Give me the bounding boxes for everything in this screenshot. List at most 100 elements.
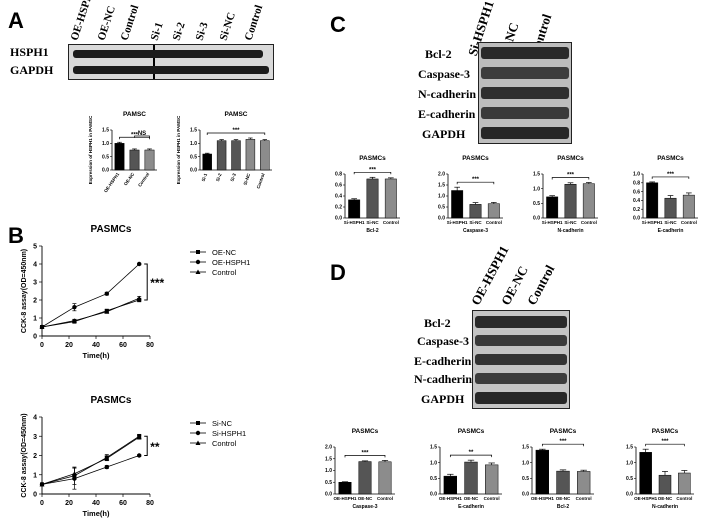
significance-label: *** (661, 439, 669, 445)
y-tick-label: 0.5 (190, 154, 197, 160)
y-tick-label: 1.5 (438, 183, 445, 189)
bar-chart-c3: PASMCs 0.0 0.5 1.0 1.5 Si-HSPH1 Si-NC Control N-… (533, 155, 598, 234)
legend-label: OE-NC (212, 248, 237, 257)
x-tick-label: 20 (65, 342, 73, 349)
x-tick-label: Si-NC (664, 220, 677, 225)
series-line (41, 436, 140, 485)
panel-label-b: B (8, 223, 24, 248)
y-tick-label: 0.8 (633, 180, 640, 186)
blot-d-row-label: Caspase-3 (417, 334, 470, 348)
series-line (41, 435, 140, 485)
data-point (71, 471, 77, 476)
x-tick-label: Control (486, 220, 502, 225)
y-tick-label: 0.5 (102, 154, 109, 160)
significance-label: *** (472, 177, 480, 183)
significance-label: NS (138, 131, 146, 137)
bar-chart-d1: PASMCs 0.0 0.5 1.0 1.5 2.0 OE-HSPH1 OE-NC Contro… (325, 428, 395, 510)
y-tick-label: 0 (33, 334, 37, 341)
x-axis-label: Time(h) (83, 351, 110, 360)
legend-label: Control (212, 439, 237, 448)
significance-label: *** (567, 173, 575, 179)
y-tick-label: 2 (33, 298, 37, 305)
bar-chart-c1: PASMCs 0.0 0.2 0.4 0.6 0.8 Si-HSPH1 Si-NC Contro… (335, 155, 400, 234)
bar (639, 452, 652, 495)
y-tick-label: 1.0 (102, 141, 109, 147)
bar (646, 182, 659, 219)
significance-label: ** (150, 440, 160, 454)
x-tick-label: Si-NC (564, 220, 577, 225)
x-axis-label: E-cadherin (658, 228, 684, 234)
x-tick-label: Si-3 (229, 172, 237, 182)
chart-title: PAMSC (123, 111, 146, 118)
chart-title: PASMCs (359, 155, 386, 162)
bar (487, 203, 500, 219)
x-tick-label: OE-HSPH1 (103, 171, 121, 193)
y-tick-label: 1 (33, 472, 37, 479)
bar (129, 149, 140, 171)
x-axis-label: Bcl-2 (366, 228, 378, 234)
data-point (104, 309, 110, 314)
y-tick-label: 2 (33, 453, 37, 460)
panel-label-d: D (330, 260, 346, 285)
data-point (195, 269, 201, 274)
bar (464, 461, 478, 495)
data-point (137, 453, 142, 458)
y-tick-label: 0.5 (325, 480, 332, 486)
y-tick-label: 1.0 (438, 194, 445, 200)
x-tick-label: Control (137, 172, 150, 188)
y-tick-label: 1.0 (190, 141, 197, 147)
chart-title: PASMCs (652, 428, 679, 435)
bar (260, 140, 270, 171)
x-tick-label: Si-HSPH1 (542, 220, 563, 225)
significance-bracket (449, 454, 493, 458)
legend-label: Si-NC (212, 419, 233, 428)
x-tick-label: 80 (146, 342, 154, 349)
y-tick-label: 1.0 (430, 460, 437, 466)
y-axis-label: Expression of HSPH1 in PAMSC (176, 115, 181, 184)
y-tick-label: 1.0 (522, 460, 529, 466)
y-tick-label: 0 (33, 492, 37, 499)
bar (535, 449, 549, 495)
bar (664, 197, 677, 219)
y-tick-label: 2.0 (325, 445, 332, 451)
chart-title: PASMCs (458, 428, 485, 435)
x-tick-label: 60 (119, 500, 127, 507)
y-tick-label: 5 (33, 244, 37, 251)
chart-title: PAMSC (225, 111, 248, 118)
legend-label: Control (212, 268, 237, 277)
series-line (41, 297, 140, 328)
x-axis-label: N-cadherin (652, 504, 678, 510)
y-tick-label: 0.0 (438, 216, 445, 222)
significance-bracket (456, 181, 495, 185)
data-point (72, 305, 77, 310)
y-tick-label: 3 (33, 280, 37, 287)
x-axis-label: Caspase-3 (463, 228, 488, 234)
significance-label: *** (131, 132, 139, 138)
x-axis-label: N-cadherin (557, 228, 583, 234)
x-tick-label: Control (256, 173, 266, 190)
bar (451, 190, 464, 219)
series-line (41, 263, 140, 328)
y-tick-label: 0.5 (522, 476, 529, 482)
significance-label: *** (667, 172, 675, 178)
data-point (104, 464, 110, 470)
x-tick-label: Si-NC (469, 220, 482, 225)
data-point (136, 295, 142, 301)
x-tick-label: OE-NC (358, 496, 373, 501)
bar (678, 472, 691, 495)
x-tick-label: OE-NC (123, 171, 136, 186)
bar-chart-d2: PASMCs 0.0 0.5 1.0 1.5 OE-HSPH1 OE-NC ControlE-… (430, 428, 502, 510)
bar (366, 178, 379, 219)
blot-c-row-label: Caspase-3 (418, 67, 471, 81)
x-tick-label: OE-NC (658, 496, 673, 501)
significance-bracket (651, 176, 690, 179)
y-axis-label: CCK-8 assay(OD=450nm) (21, 249, 28, 333)
y-tick-label: 0.4 (335, 194, 342, 200)
x-tick-label: 60 (119, 342, 127, 349)
x-tick-label: Control (581, 220, 597, 225)
significance-label: *** (232, 128, 240, 134)
y-tick-label: 0.0 (533, 216, 540, 222)
significance-label: *** (559, 439, 567, 445)
blot-c-membrane (478, 42, 572, 144)
